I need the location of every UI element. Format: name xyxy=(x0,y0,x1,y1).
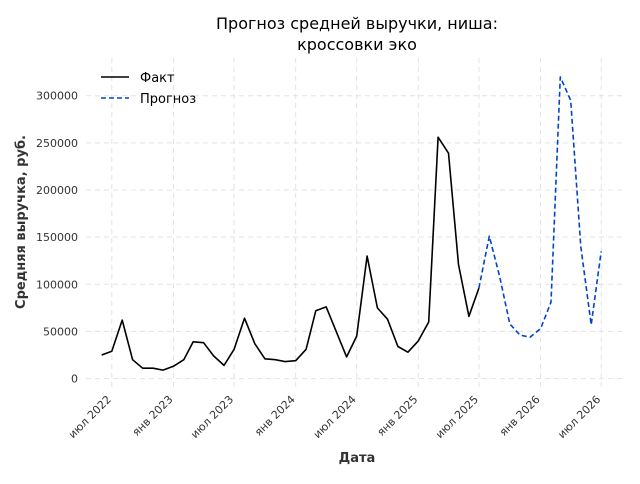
x-tick-label: янв 2024 xyxy=(252,393,298,439)
x-tick-label: июл 2026 xyxy=(555,393,603,441)
y-tick-label: 0 xyxy=(71,373,78,386)
y-axis-ticks: 0 50000 100000 150000 200000 250000 300000 xyxy=(36,90,78,386)
chart-title-line-1: Прогноз средней выручки, ниша: xyxy=(216,14,498,33)
y-axis-title: Средняя выручка, руб. xyxy=(14,135,29,309)
x-tick-label: янв 2023 xyxy=(130,393,176,439)
series-line-fact xyxy=(101,136,480,371)
y-tick-label: 50000 xyxy=(43,325,78,338)
x-tick-label: янв 2025 xyxy=(375,393,421,439)
grid xyxy=(86,58,625,388)
x-axis-ticks: июл 2022 янв 2023 июл 2023 янв 2024 июл 2024… xyxy=(66,393,603,441)
y-tick-label: 200000 xyxy=(36,184,78,197)
x-tick-label: июл 2025 xyxy=(433,393,481,441)
x-axis-title: Дата xyxy=(339,451,376,466)
x-tick-label: янв 2026 xyxy=(497,393,543,439)
x-tick-label: июл 2022 xyxy=(66,393,114,441)
series-line-forecast xyxy=(478,76,602,338)
series-lines xyxy=(101,76,602,371)
chart-title-line-2: кроссовки эко xyxy=(297,35,417,54)
legend: Факт Прогноз xyxy=(101,71,196,107)
y-tick-label: 250000 xyxy=(36,137,78,150)
legend-label-forecast: Прогноз xyxy=(140,92,196,107)
y-tick-label: 100000 xyxy=(36,278,78,291)
legend-label-fact: Факт xyxy=(140,71,175,86)
y-tick-label: 300000 xyxy=(36,90,78,103)
x-tick-label: июл 2024 xyxy=(311,393,359,441)
x-tick-label: июл 2023 xyxy=(188,393,236,441)
y-tick-label: 150000 xyxy=(36,231,78,244)
